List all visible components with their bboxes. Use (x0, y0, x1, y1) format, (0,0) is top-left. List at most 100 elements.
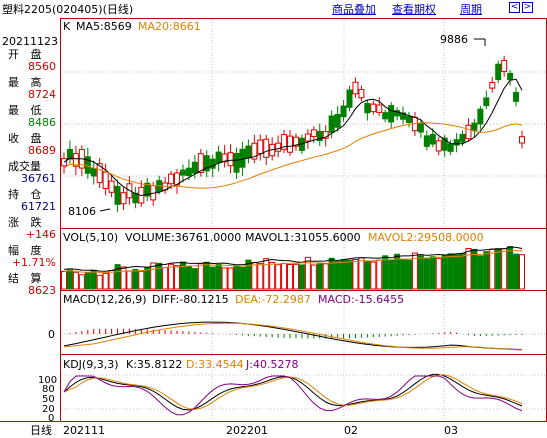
diff-legend: DIFF:-80.1215 (152, 293, 229, 306)
candle-body (179, 169, 186, 176)
candle-body (209, 158, 216, 169)
volume-bar (483, 251, 490, 290)
volume-bar (287, 264, 294, 290)
candle-body (370, 103, 377, 113)
volume-bar (477, 255, 484, 290)
volume-bar (126, 270, 133, 290)
candle-body (328, 115, 335, 133)
macd-label: MACD(12,26,9) (63, 293, 147, 306)
volume-legend: VOLUME:36761.0000 (125, 231, 241, 244)
volume-bar (257, 263, 264, 290)
volume-bar (221, 267, 228, 290)
candle-body (96, 163, 103, 184)
volume-bar (251, 261, 258, 290)
volume-bar (239, 266, 246, 290)
volume-bar (168, 263, 175, 290)
candle-body (257, 139, 264, 154)
settlement-value: 8623 (28, 284, 56, 297)
vol-label: VOL(5,10) (63, 231, 118, 244)
volume-bar (233, 265, 240, 290)
chart-title: 塑料2205(020405)(日线) (2, 3, 134, 16)
low-value: 8486 (28, 116, 56, 129)
volume-bar (90, 270, 97, 290)
volume-bar (114, 264, 121, 290)
volume-bar (358, 257, 365, 290)
volume-bar (388, 259, 395, 290)
volume-bar (96, 274, 103, 290)
open-interest-value: 61721 (21, 200, 56, 213)
volume-bar (423, 258, 430, 290)
volume-bar (281, 262, 288, 290)
mavol2-line (63, 250, 523, 274)
x-tick-label-3: 03 (444, 424, 458, 437)
macd-legend: MACD:-15.6455 (318, 293, 404, 306)
nav-next-button[interactable]: > (522, 2, 533, 13)
volume-bar (298, 264, 305, 290)
volume-bar (185, 266, 192, 290)
diff-line (63, 321, 523, 351)
indicator-lines (63, 78, 523, 416)
candle-body (61, 158, 67, 167)
nav-prev-button[interactable]: < (509, 2, 520, 13)
candle-body (287, 135, 294, 153)
candle-body (441, 137, 448, 151)
kdj-level-100: 100 (38, 375, 57, 386)
period-link[interactable]: 周期 (460, 3, 482, 16)
volume-bar (61, 270, 67, 290)
k-line (63, 373, 523, 411)
candle-body (281, 134, 288, 150)
candle-body (304, 133, 311, 142)
d-legend: D:33.4544 (186, 358, 244, 371)
candle-body (108, 180, 115, 193)
volume-bar (150, 262, 157, 290)
candle-body (102, 171, 109, 190)
volume-bar (435, 257, 442, 290)
volume-value: 36761 (21, 172, 56, 185)
candle-body (400, 112, 407, 120)
volume-bar (292, 263, 299, 290)
volume-bar (471, 248, 478, 290)
volume-bar (66, 269, 73, 290)
change-pct-label: 幅 度 (8, 244, 46, 257)
volume-bar (215, 264, 222, 290)
volume-bar (376, 259, 383, 290)
volume-bar (191, 268, 198, 290)
macd-zero-tick: 0 (48, 328, 55, 341)
candle-body (185, 167, 192, 176)
volume-bar (334, 261, 341, 290)
volume-bar (328, 257, 335, 290)
volume-bar (394, 253, 401, 290)
ma20-legend: MA20:8661 (138, 20, 201, 33)
k-legend: K:35.8122 (126, 358, 182, 371)
volume-bar (316, 263, 323, 290)
overlay-commodity-link[interactable]: 商品叠加 (332, 3, 376, 16)
candle-body (275, 142, 282, 152)
high-marker-label: 9886 (440, 33, 468, 46)
candle-body (405, 115, 412, 123)
low-label: 最 低 (8, 104, 46, 117)
volume-bar (519, 254, 525, 290)
candle-body (310, 129, 317, 137)
volume-bar (352, 259, 359, 290)
volume-bar (417, 255, 424, 290)
open-value: 8560 (28, 60, 56, 73)
kdj-level-20: 20 (42, 404, 55, 415)
volume-bars (61, 246, 525, 290)
candle-body (334, 113, 341, 128)
volume-bar (501, 248, 508, 290)
ma5-line (63, 78, 523, 197)
volume-bar (203, 261, 210, 290)
kline-label: K (63, 20, 71, 33)
mavol1-legend: MAVOL1:31055.6000 (245, 231, 361, 244)
candle-body (459, 133, 466, 143)
volume-bar (441, 254, 448, 290)
candle-body (394, 110, 401, 117)
candle-body (364, 102, 371, 114)
view-options-link[interactable]: 查看期权 (392, 3, 436, 16)
candle-body (132, 192, 139, 204)
volume-bar (459, 253, 466, 290)
dea-legend: DEA:-72.2987 (235, 293, 311, 306)
volume-bar (263, 258, 270, 290)
volume-bar (465, 248, 472, 290)
